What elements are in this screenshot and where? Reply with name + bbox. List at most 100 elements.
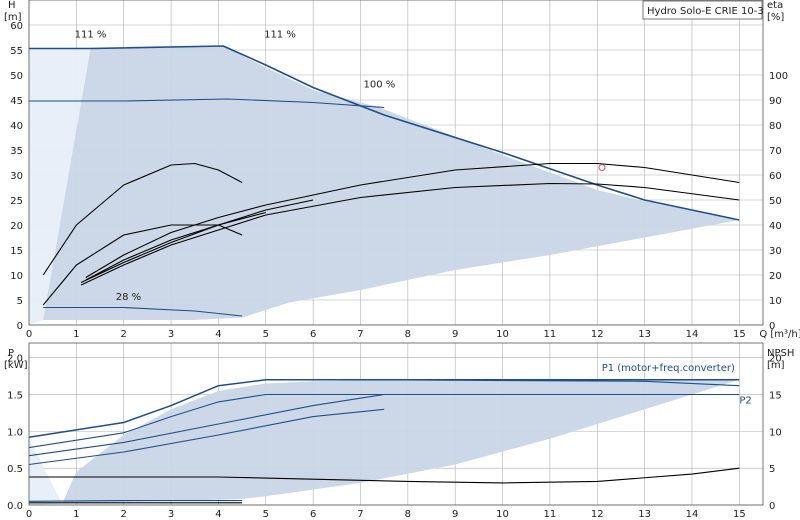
y-left-tick-label: 35 — [10, 146, 23, 157]
x-tick-label: 4 — [215, 509, 221, 520]
x-tick-label: 9 — [452, 509, 458, 520]
x-tick-label: 0 — [26, 329, 32, 340]
x-tick-label: 7 — [357, 329, 363, 340]
x-tick-label: 9 — [452, 329, 458, 340]
y-right-tick-label: 30 — [769, 246, 782, 257]
x-tick-label: 8 — [405, 329, 411, 340]
y-left-axis-unit: [kW] — [4, 360, 28, 371]
y-right-tick-label: 60 — [769, 171, 782, 182]
low-flow-zone — [29, 48, 91, 325]
x-tick-label: 14 — [686, 509, 699, 520]
y-left-tick-label: 40 — [10, 121, 23, 132]
y-right-tick-label: 20 — [769, 271, 782, 282]
y-right-tick-label: 5 — [769, 464, 775, 475]
y-right-axis-label: NPSH — [767, 348, 794, 359]
x-tick-label: 11 — [544, 329, 557, 340]
series-line-7 — [28, 500, 243, 502]
y-left-tick-label: 15 — [10, 246, 23, 257]
y-right-tick-label: 70 — [769, 146, 782, 157]
x-tick-label: 13 — [638, 509, 651, 520]
y-right-tick-label: 50 — [769, 196, 782, 207]
chart-title: Hydro Solo-E CRIE 10-3 — [647, 6, 764, 17]
low-flow-zone — [29, 438, 63, 505]
p2-line-6 — [384, 379, 740, 387]
y-left-tick-label: 5 — [17, 296, 23, 307]
y-left-tick-label: 25 — [10, 196, 23, 207]
efficiency-curve-line-8 — [80, 182, 740, 286]
operating-envelope — [62, 379, 740, 504]
y-right-tick-label: 15 — [769, 391, 782, 402]
legend-label: P2 — [739, 395, 751, 406]
efficiency-curve-line-10 — [80, 211, 266, 283]
y-right-tick-label: 40 — [769, 221, 782, 232]
x-tick-label: 11 — [544, 509, 557, 520]
x-tick-label: 13 — [638, 329, 651, 340]
plot-frame — [28, 0, 764, 326]
y-left-tick-label: 1.0 — [7, 427, 23, 438]
title-box — [642, 0, 763, 20]
y-right-tick-label: 80 — [769, 121, 782, 132]
x-tick-label: 4 — [215, 329, 221, 340]
x-tick-label: 10 — [496, 329, 509, 340]
speed-annotation: 111 % — [75, 30, 107, 41]
y-right-axis-unit: [%] — [767, 12, 784, 23]
y-left-tick-label: 20 — [10, 221, 23, 232]
series-line-4 — [28, 393, 385, 457]
p1-line-2 — [28, 379, 740, 439]
legend-label: P1 (motor+freq.converter) — [602, 363, 735, 374]
pump-curve-100-line-3 — [29, 98, 385, 109]
y-right-tick-label: 0 — [769, 501, 775, 512]
y-left-axis-unit: [m] — [4, 12, 22, 23]
duty-point-marker — [598, 164, 606, 171]
efficiency-curve-line-6 — [42, 162, 243, 276]
y-left-tick-label: 55 — [10, 46, 23, 57]
operating-envelope — [43, 46, 740, 320]
y-left-axis-label: P — [8, 348, 14, 359]
y-left-axis-label: H — [8, 0, 16, 11]
efficiency-curve-line-7 — [85, 162, 740, 278]
head-efficiency-panel: 0 1 2 3 4 5 6 7 8 9 10 11 12 13 14 15 Q [m³/h]0510152025… — [4, 0, 800, 340]
x-tick-label: 12 — [591, 509, 604, 520]
efficiency-curve-line-5 — [42, 224, 243, 306]
y-left-tick-label: 60 — [10, 21, 23, 32]
y-right-tick-label: 100 — [769, 71, 788, 82]
y-right-tick-label: 0 — [769, 321, 775, 332]
x-tick-label: 7 — [357, 509, 363, 520]
x-tick-label: 2 — [121, 509, 127, 520]
npsh-line-8 — [29, 467, 740, 484]
speed-annotation: 111 % — [264, 30, 296, 41]
x-tick-label: 1 — [73, 329, 79, 340]
x-tick-label: 15 — [733, 329, 746, 340]
x-tick-label: 2 — [121, 329, 127, 340]
pump-curve-28-line-4 — [43, 306, 243, 317]
plot-frame — [28, 342, 764, 506]
y-left-tick-label: 0.5 — [7, 464, 23, 475]
x-tick-label: 3 — [168, 509, 174, 520]
y-left-tick-label: 0 — [17, 321, 23, 332]
x-tick-label: 12 — [591, 329, 604, 340]
series-line-3 — [28, 393, 740, 449]
y-left-tick-label: 0.0 — [7, 501, 23, 512]
x-tick-label: 10 — [496, 509, 509, 520]
power-npsh-panel: 0 1 2 3 4 5 6 7 8 9 10 11 12 13 14 150.00.51.01.52.0051… — [4, 342, 794, 520]
x-tick-label: 15 — [733, 509, 746, 520]
y-right-tick-label: 10 — [769, 427, 782, 438]
y-right-tick-label: 10 — [769, 296, 782, 307]
efficiency-curve-line-9 — [85, 199, 314, 281]
y-left-tick-label: 2.0 — [7, 354, 23, 365]
y-right-axis-label: eta — [767, 0, 783, 11]
y-left-tick-label: 30 — [10, 171, 23, 182]
y-right-tick-label: 90 — [769, 96, 782, 107]
series-line-5 — [28, 408, 385, 466]
y-left-tick-label: 50 — [10, 71, 23, 82]
x-axis-label: Q [m³/h] — [759, 329, 800, 340]
y-left-tick-label: 10 — [10, 271, 23, 282]
speed-annotation: 28 % — [116, 292, 141, 303]
x-tick-label: 8 — [405, 509, 411, 520]
x-tick-label: 3 — [168, 329, 174, 340]
y-left-tick-label: 45 — [10, 96, 23, 107]
x-tick-label: 14 — [686, 329, 699, 340]
pump-curve-111-line-2 — [29, 45, 740, 221]
